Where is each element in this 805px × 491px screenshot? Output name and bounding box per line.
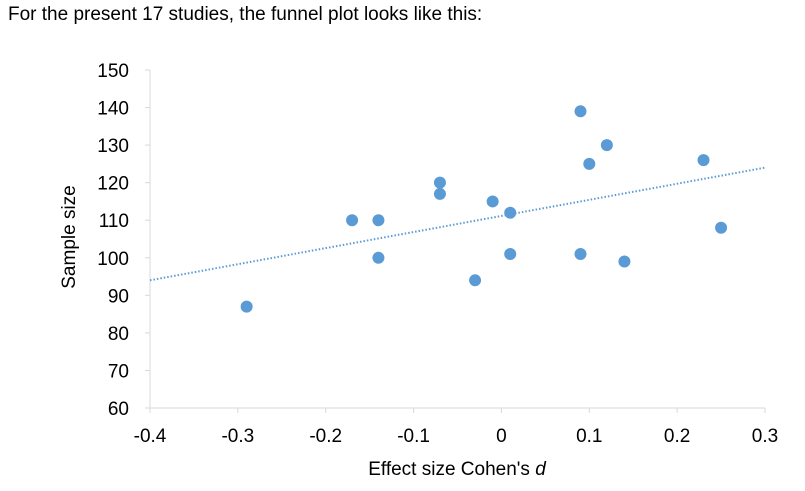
y-tick-label: 130 — [97, 136, 129, 157]
y-tick-label: 120 — [97, 174, 129, 195]
y-tick-label: 100 — [97, 249, 129, 270]
y-tick-label: 60 — [108, 399, 129, 420]
y-axis-title: Sample size — [59, 185, 80, 289]
y-tick-label: 140 — [97, 99, 129, 120]
data-point — [504, 248, 517, 261]
y-tick-label: 90 — [108, 286, 129, 307]
trendline-group — [149, 166, 766, 282]
data-point — [372, 251, 385, 264]
x-tick-label: 0.1 — [576, 426, 602, 447]
data-point — [469, 274, 482, 287]
x-tick-label: -0.4 — [134, 426, 167, 447]
data-point — [697, 154, 710, 167]
x-tick-label: -0.3 — [221, 426, 254, 447]
x-axis-title-italic: d — [535, 459, 547, 480]
data-point — [486, 195, 499, 208]
x-tick-label: 0.3 — [752, 426, 778, 447]
data-point — [433, 176, 446, 189]
x-tick-labels: -0.4 -0.3 -0.2 -0.1 0 0.1 0.2 0.3 — [134, 426, 779, 447]
y-tick-labels: 60 70 80 90 100 110 120 130 140 150 — [97, 61, 129, 420]
x-tick-label: -0.2 — [309, 426, 342, 447]
data-point — [574, 248, 587, 261]
data-point — [600, 139, 613, 152]
y-tick-label: 70 — [108, 361, 129, 382]
x-tick-label: 0.2 — [664, 426, 690, 447]
y-tick-label: 150 — [97, 61, 129, 82]
data-point — [618, 255, 631, 268]
y-tick-label: 110 — [99, 211, 129, 232]
data-point — [504, 206, 517, 219]
data-point — [240, 300, 253, 313]
data-point — [372, 214, 385, 227]
data-points — [240, 105, 728, 313]
trendline — [149, 166, 766, 282]
data-point — [346, 214, 359, 227]
data-point — [433, 187, 446, 200]
data-point — [715, 221, 728, 234]
plot-axes — [145, 69, 766, 413]
caption-text: For the present 17 studies, the funnel p… — [8, 4, 483, 25]
x-axis-title-text: Effect size Cohen's — [368, 459, 535, 480]
data-point — [583, 157, 596, 170]
x-tick-label: 0 — [496, 426, 507, 447]
x-axis-title: Effect size Cohen's d — [368, 459, 547, 480]
x-tick-label: -0.1 — [397, 426, 430, 447]
data-point — [574, 105, 587, 118]
y-tick-label: 80 — [108, 324, 129, 345]
